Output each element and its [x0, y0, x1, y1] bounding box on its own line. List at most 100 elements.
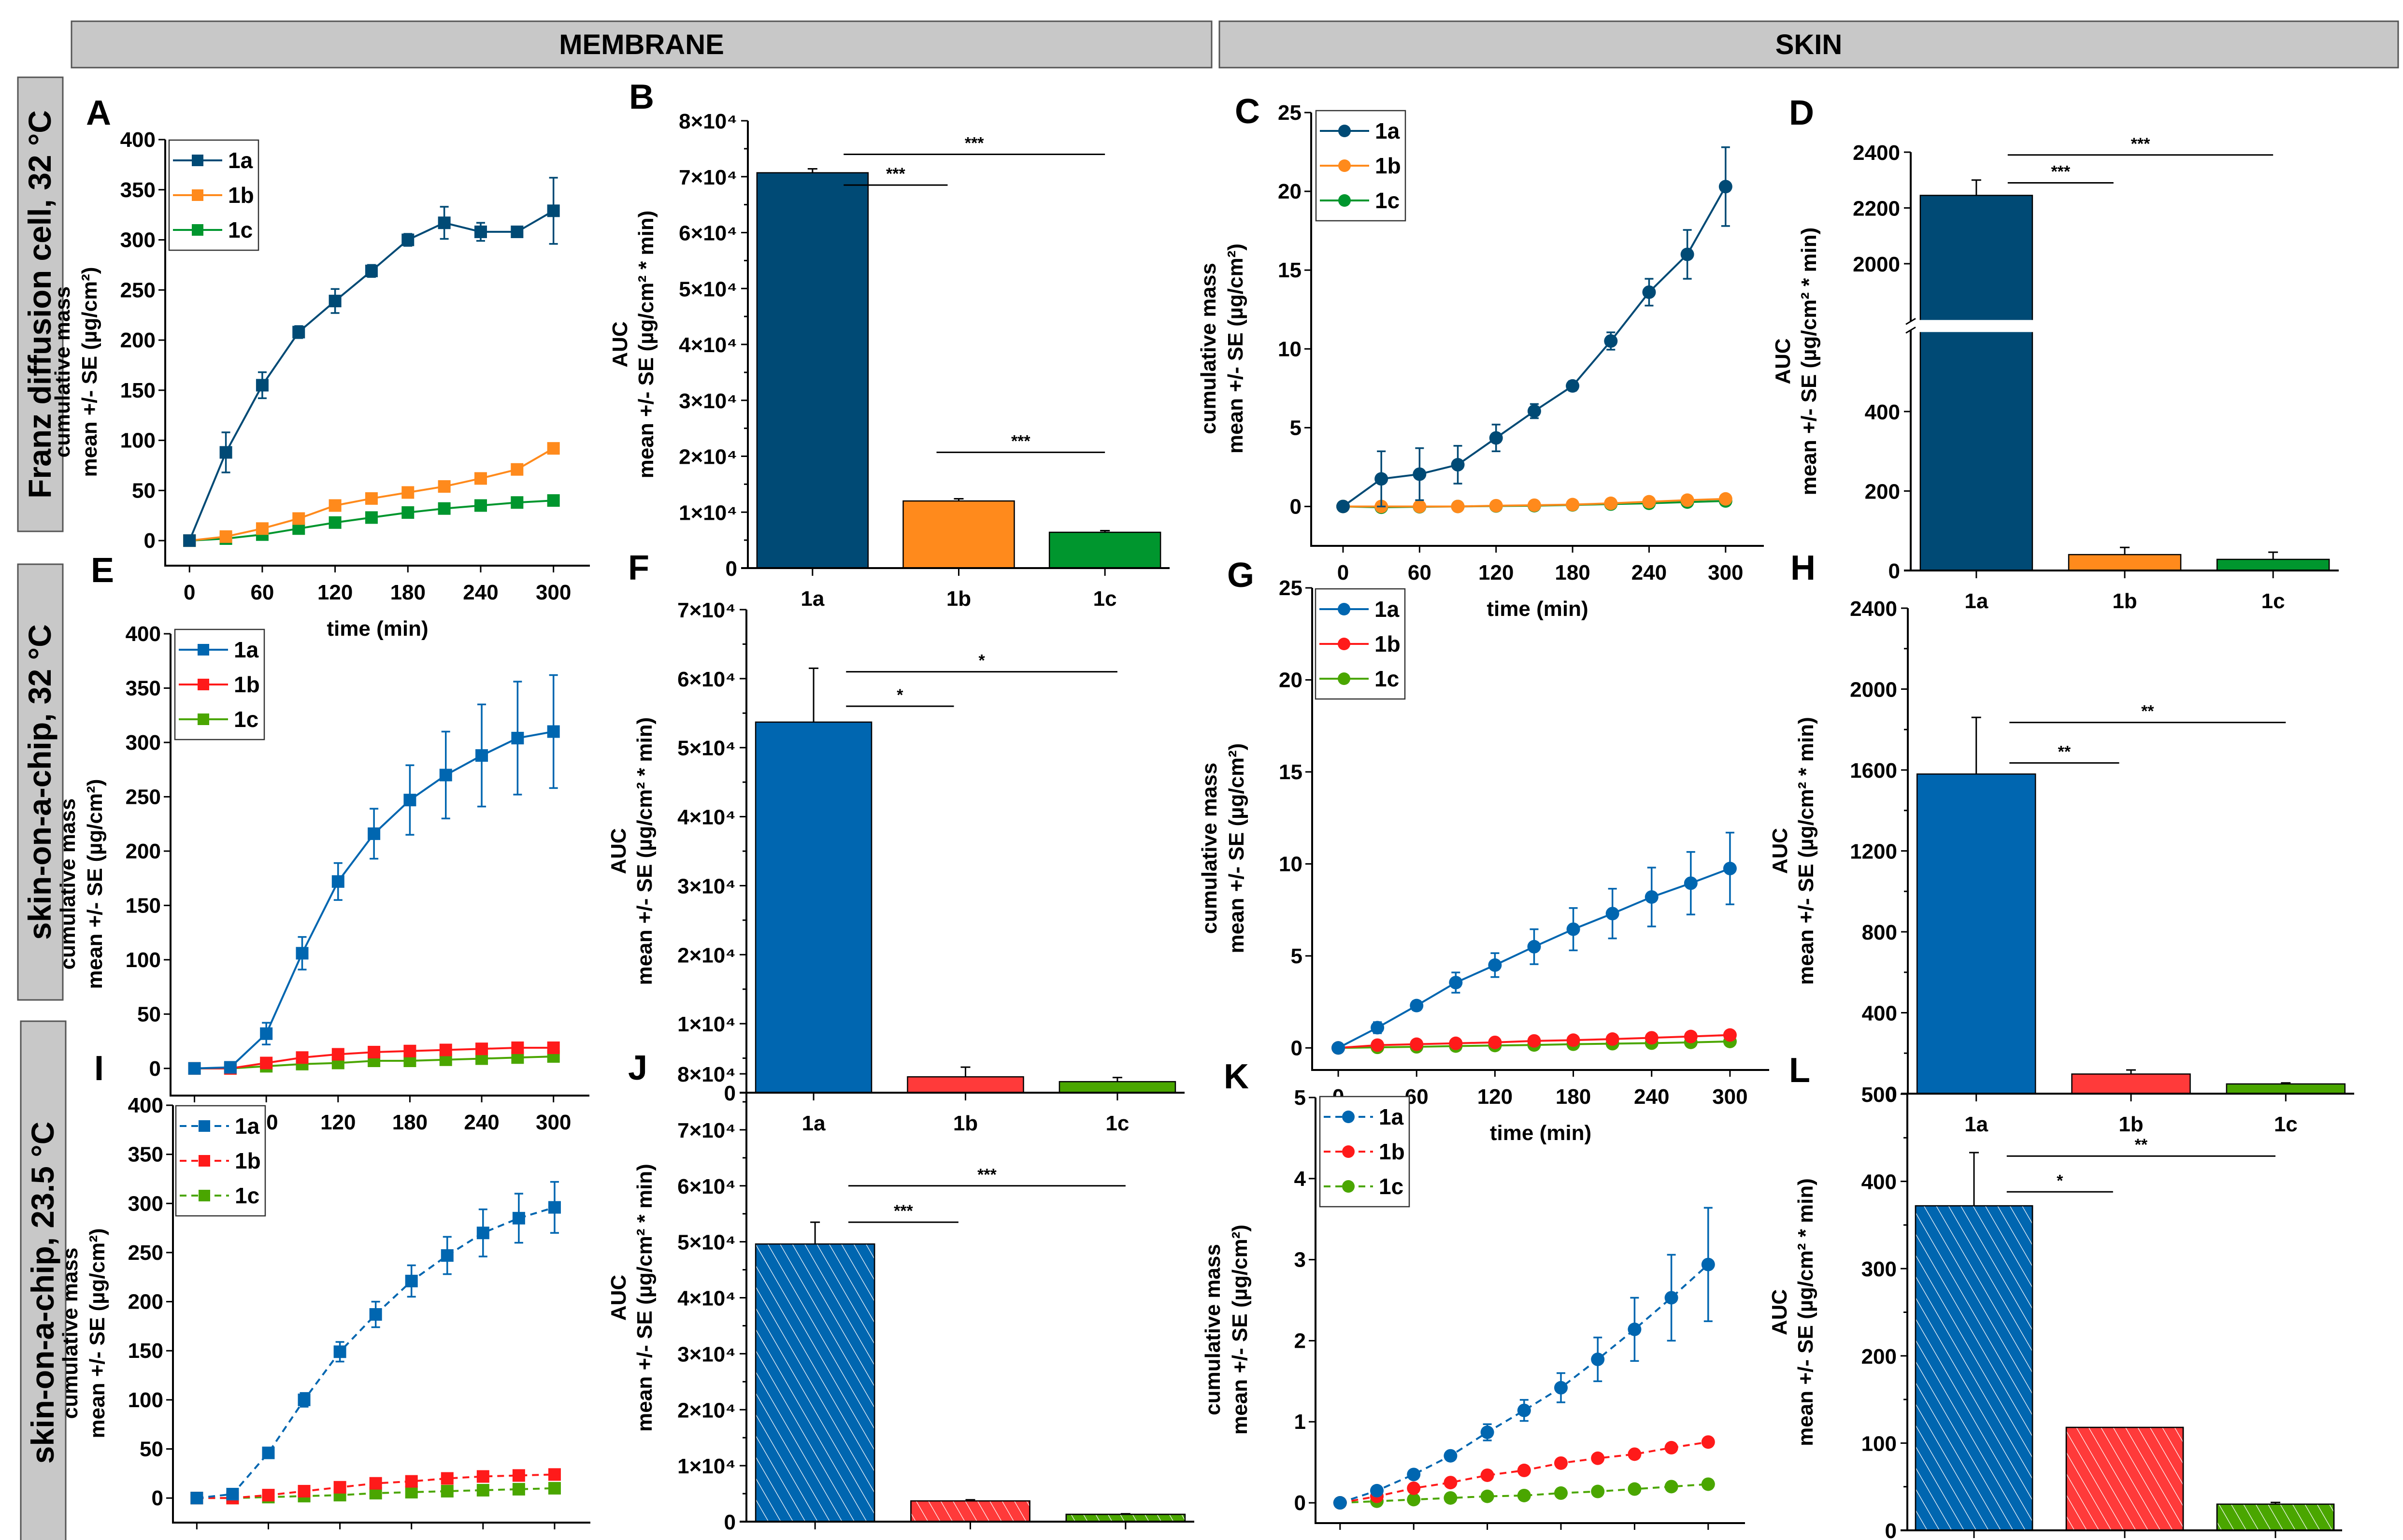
data-point — [1701, 1477, 1715, 1491]
panel-h: H 1a 1b 1c 0 400 800 1200 1600 2000 2400 AUC mean +/… — [1768, 549, 2354, 1136]
bar — [2071, 1073, 2191, 1095]
bar-hatch — [2216, 1503, 2335, 1531]
y-axis-title-line1: AUC — [1768, 1289, 1791, 1335]
y-tick-label: 250 — [126, 785, 161, 809]
x-tick-label: 240 — [465, 1538, 501, 1540]
row-header-franz: Franz diffusion cell, 32 °C — [17, 76, 64, 532]
data-point — [329, 516, 342, 529]
panel-letter: B — [629, 78, 654, 116]
y-axis-title-line2: mean +/- SE (µg/cm²) — [1224, 243, 1247, 454]
panel-letter: D — [1789, 94, 1814, 132]
legend-item-1c: 1c — [1319, 666, 1399, 691]
y-axis-title-line1: AUC — [607, 1275, 630, 1321]
significance-bracket: * — [846, 652, 1117, 673]
data-point — [260, 1027, 273, 1040]
x-tick-label: 1b — [953, 1112, 978, 1135]
x-tick-label: 1a — [802, 1112, 826, 1135]
legend-item-1c: 1c — [180, 1183, 259, 1208]
data-point — [1480, 1426, 1494, 1440]
bar-1b — [2065, 1426, 2184, 1531]
data-point — [512, 1469, 525, 1482]
y-tick-label: 50 — [132, 479, 156, 502]
data-point — [1444, 1491, 1458, 1505]
x-tick-label: 1c — [2261, 589, 2285, 613]
data-point — [262, 1446, 275, 1459]
y-tick-label: 1×10⁴ — [677, 1454, 736, 1478]
data-point — [1517, 1488, 1531, 1502]
series-1a — [183, 177, 560, 547]
data-point — [1684, 1029, 1698, 1043]
panel-letter: H — [1790, 549, 1816, 587]
x-tick-label: 1a — [1964, 1112, 1988, 1136]
y-tick-label: 1600 — [1850, 759, 1897, 783]
legend-label: 1a — [234, 637, 259, 662]
y-tick-label: 4×10⁴ — [677, 1287, 736, 1311]
data-point — [1684, 876, 1698, 890]
data-point — [1645, 1031, 1659, 1045]
x-tick-label: 1c — [1093, 587, 1117, 611]
data-point — [1605, 907, 1619, 921]
y-tick-label: 3×10⁴ — [677, 1342, 736, 1366]
x-tick-label: 180 — [1543, 1538, 1578, 1540]
column-header-membrane: MEMBRANE — [71, 20, 1213, 69]
data-point — [333, 1345, 346, 1358]
data-point — [188, 1062, 201, 1075]
y-tick-label: 350 — [126, 676, 161, 700]
significance-bracket: ** — [2009, 702, 2286, 724]
legend-item-1b: 1b — [1324, 1139, 1405, 1164]
y-tick-label: 400 — [1862, 1002, 1897, 1026]
panel-j: J 1a 1b 1c 0 1×10⁴ 2×10⁴ 3×10⁴ 4×10⁴ 5×10⁴ 6×10⁴ 7×… — [607, 1049, 1194, 1534]
data-point — [292, 512, 305, 525]
data-point — [511, 225, 524, 238]
x-tick-label: 120 — [320, 1111, 356, 1134]
legend-item-1b: 1b — [179, 672, 260, 697]
legend-label: 1c — [1379, 1174, 1403, 1199]
data-point — [475, 749, 488, 762]
legend-item-1b: 1b — [180, 1148, 261, 1173]
legend: 1a 1b 1c — [174, 628, 265, 741]
legend-marker — [198, 713, 209, 725]
data-point — [438, 502, 451, 515]
data-point — [298, 1393, 311, 1406]
y-tick-label: 0 — [724, 1511, 736, 1534]
data-point — [1604, 334, 1618, 348]
series-line — [188, 210, 554, 541]
column-header-skin: SKIN — [1218, 20, 2399, 69]
series-line — [1342, 186, 1727, 508]
significance-bracket: *** — [844, 134, 1105, 155]
legend: 1a 1b 1c — [1319, 1096, 1410, 1208]
data-point — [1370, 1483, 1384, 1497]
legend-label: 1b — [1374, 631, 1401, 656]
y-axis-title-line1: AUC — [1771, 338, 1795, 384]
data-point — [548, 1201, 561, 1214]
data-point — [1336, 499, 1350, 513]
bar — [902, 500, 1015, 569]
y-tick-label: 10 — [1279, 852, 1302, 876]
data-point — [548, 1482, 561, 1495]
legend-label: 1c — [1374, 666, 1399, 691]
y-tick-label: 0 — [1885, 1519, 1897, 1540]
y-axis-title-line2: mean +/- SE (µg/cm² * min) — [633, 717, 657, 985]
y-axis-title-line2: mean +/- SE (µg/cm²) — [78, 267, 101, 477]
data-point — [1489, 499, 1503, 513]
panel-letter: K — [1224, 1057, 1249, 1096]
data-point — [1371, 1021, 1385, 1035]
x-tick-label: 0 — [1334, 1538, 1346, 1540]
series-1a — [1333, 1207, 1715, 1510]
row-header-chip-23-label: skin-on-a-chip, 23.5 °C — [25, 1122, 60, 1464]
legend-marker — [1342, 1180, 1355, 1193]
data-point — [511, 1041, 524, 1055]
significance-bracket: ** — [2009, 742, 2119, 764]
bar-1c — [1048, 529, 1161, 569]
y-tick-label: 25 — [1278, 101, 1302, 125]
column-header-skin-label: SKIN — [1775, 29, 1843, 60]
bar-1c — [2216, 551, 2330, 571]
x-tick-label: 120 — [1478, 561, 1514, 585]
panel-letter: A — [86, 94, 111, 132]
bar — [907, 1076, 1024, 1094]
y-axis-title-line2: mean +/- SE (µg/cm² * min) — [1794, 1178, 1817, 1446]
y-tick-label: 25 — [1279, 576, 1302, 600]
legend-marker — [1338, 638, 1350, 650]
y-tick-label: 2200 — [1853, 197, 1900, 220]
legend-label: 1a — [228, 148, 253, 173]
